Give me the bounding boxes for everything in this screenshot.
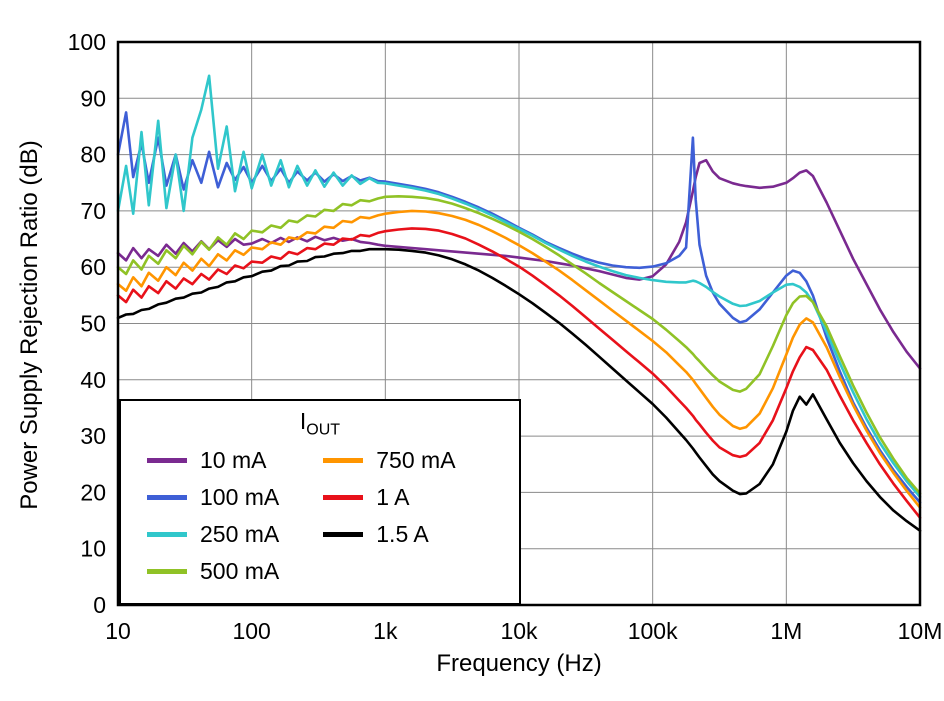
legend-label: 250 mA [200,521,280,547]
legend-label: 100 mA [200,484,280,510]
y-tick-label: 80 [80,142,106,168]
x-tick-label: 1k [373,618,398,644]
y-tick-label: 10 [80,536,106,562]
series-250-mA [116,74,922,499]
legend-item: 1.5 A [323,516,455,553]
y-tick-label: 40 [80,367,106,393]
y-tick-label: 50 [80,311,106,337]
legend-swatch [323,458,364,463]
y-tick-label: 0 [93,592,106,618]
series-1-A [116,227,922,520]
legend-label: 500 mA [200,558,280,584]
legend-label: 10 mA [200,447,267,473]
series-10-mA [116,158,922,370]
legend-swatch [147,569,187,574]
y-tick-label: 30 [80,423,106,449]
x-tick-label: 100 [232,618,270,644]
x-tick-label: 100k [628,618,678,644]
legend-item: 250 mA [147,516,279,553]
legend-label: 1.5 A [376,521,429,547]
legend-swatch [147,495,187,500]
x-tick-label: 1M [770,618,802,644]
legend-item: 100 mA [147,479,279,516]
x-tick-label: 10 [105,618,131,644]
legend-swatch [147,458,187,463]
y-tick-label: 70 [80,198,106,224]
legend-title: IOUT [121,408,519,440]
legend-title-sub: OUT [306,421,341,439]
series-500-mA [116,195,922,495]
legend-swatch [147,532,187,537]
y-axis-label: Power Supply Rejection Ratio (dB) [16,140,43,510]
legend-title-main: I [299,408,307,434]
plot-border [116,40,922,607]
legend-column-1: 10 mA 100 mA 250 mA 500 mA [147,442,279,590]
x-tick-label: 10k [500,618,538,644]
legend-item: 750 mA [323,442,456,479]
legend-label: 1 A [376,484,410,510]
legend-swatch [323,495,364,500]
legend-column-2: 750 mA 1 A 1.5 A [323,442,456,590]
y-tick-label: 20 [80,479,106,505]
x-axis-label: Frequency (Hz) [436,650,602,677]
legend-label: 750 mA [376,447,456,473]
y-tick-label: 100 [68,29,106,55]
y-tick-label: 90 [80,85,106,111]
legend-item: 500 mA [147,553,279,590]
y-tick-label: 60 [80,254,106,280]
legend-item: 10 mA [147,442,279,479]
legend-columns: 10 mA 100 mA 250 mA 500 mA 750 mA 1 A 1.5 A [121,440,519,590]
x-tick-label: 10M [898,618,943,644]
legend-item: 1 A [323,479,455,516]
series-1.5-A [116,247,922,533]
series-750-mA [116,209,922,509]
legend-swatch [323,532,364,537]
legend: IOUT 10 mA 100 mA 250 mA 500 mA 750 mA 1 A 1.… [119,399,521,605]
